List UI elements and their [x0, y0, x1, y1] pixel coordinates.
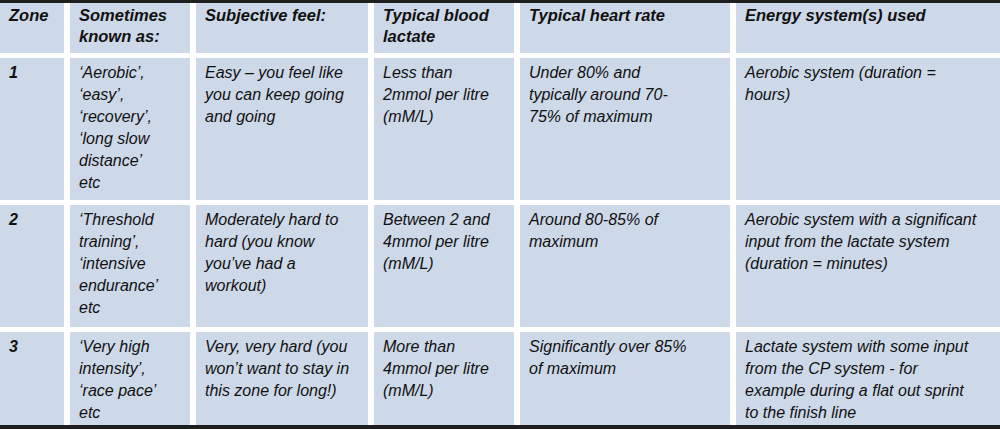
zone-1-heart-rate: Under 80% and typically around 70- 75% o…	[520, 58, 730, 200]
zone-1-energy-system: Aerobic system (duration = hours)	[736, 58, 1000, 200]
zone-3-energy-system: Lactate system with some input from the …	[736, 332, 1000, 425]
zone-2-energy-system: Aerobic system with a significant input …	[736, 205, 1000, 327]
header-heart-rate: Typical heart rate	[520, 3, 730, 53]
zone-2-subjective-feel: Moderately hard to hard (you know you’ve…	[196, 205, 368, 327]
header-energy-system: Energy system(s) used	[736, 3, 1000, 53]
header-subjective-feel: Subjective feel:	[196, 3, 368, 53]
zone-2-known-as: ‘Threshold training’, ‘intensive enduran…	[70, 205, 190, 327]
zone-3-subjective-feel: Very, very hard (you won’t want to stay …	[196, 332, 368, 425]
zone-1-subjective-feel: Easy – you feel like you can keep going …	[196, 58, 368, 200]
training-zones-page: Zone Sometimes known as: Subjective feel…	[0, 0, 1000, 429]
zone-1-blood-lactate: Less than 2mmol per litre (mM/L)	[374, 58, 514, 200]
zone-1-known-as: ‘Aerobic’, ‘easy’, ‘recovery’, ‘long slo…	[70, 58, 190, 200]
zone-2-blood-lactate: Between 2 and 4mmol per litre (mM/L)	[374, 205, 514, 327]
header-zone: Zone	[0, 3, 64, 53]
zone-3-number: 3	[0, 332, 64, 425]
zone-3-heart-rate: Significantly over 85% of maximum	[520, 332, 730, 425]
training-zones-table: Zone Sometimes known as: Subjective feel…	[0, 0, 1000, 429]
zone-2-number: 2	[0, 205, 64, 327]
zone-1-number: 1	[0, 58, 64, 200]
header-known-as: Sometimes known as:	[70, 3, 190, 53]
zone-3-blood-lactate: More than 4mmol per litre (mM/L)	[374, 332, 514, 425]
header-blood-lactate: Typical blood lactate	[374, 3, 514, 53]
zone-2-heart-rate: Around 80-85% of maximum	[520, 205, 730, 327]
zone-3-known-as: ‘Very high intensity’, ‘race pace’ etc	[70, 332, 190, 425]
